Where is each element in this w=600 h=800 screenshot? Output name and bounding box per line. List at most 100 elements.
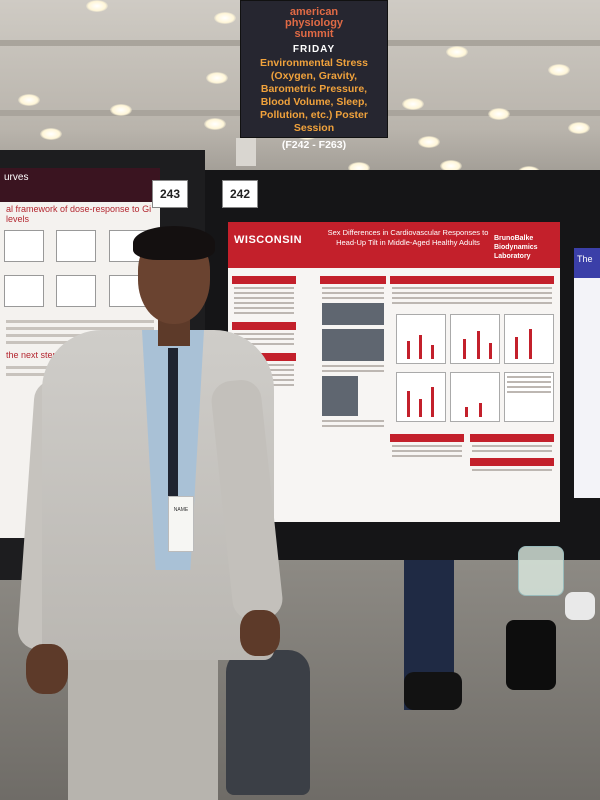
ceiling-light — [86, 0, 108, 12]
text-line — [322, 365, 384, 367]
right-poster-heading: The — [574, 248, 600, 278]
methods-photo — [322, 303, 384, 325]
text-line — [322, 287, 384, 289]
text-line — [234, 292, 294, 294]
section-heading-bar — [320, 276, 386, 284]
methods-photo — [322, 376, 358, 416]
results-plot — [450, 314, 500, 364]
sign-pole — [236, 138, 256, 166]
board-number-tag: 242 — [222, 180, 258, 208]
section-heading-bar — [232, 276, 296, 284]
lab-logo: BrunoBalke Biodynamics Laboratory — [494, 235, 538, 260]
text-line — [507, 376, 551, 378]
text-line — [392, 287, 552, 289]
text-line — [234, 307, 294, 309]
section-heading-bar — [470, 458, 554, 466]
ceiling-light — [548, 64, 570, 76]
left-poster-chart — [56, 275, 97, 307]
methods-photo — [322, 329, 384, 361]
text-line — [472, 469, 552, 471]
plot-bar — [515, 337, 518, 359]
session-sign: american physiology summit FRIDAY Enviro… — [240, 0, 388, 151]
plot-bar — [431, 387, 434, 417]
research-poster: WISCONSIN Sex Differences in Cardiovascu… — [228, 222, 560, 522]
plot-bar — [431, 345, 434, 359]
backpack — [226, 650, 310, 795]
results-plot — [504, 314, 554, 364]
ceiling-light — [488, 108, 510, 120]
ceiling-light — [18, 94, 40, 106]
poster-title: Sex Differences in Cardiovascular Respon… — [327, 228, 489, 247]
text-line — [507, 381, 551, 383]
text-line — [392, 302, 552, 304]
text-line — [6, 320, 154, 323]
text-line — [322, 297, 384, 299]
ceiling-light — [214, 12, 236, 24]
text-line — [392, 292, 552, 294]
text-line — [234, 312, 294, 314]
ceiling-light — [568, 122, 590, 134]
poster-column-methods — [320, 276, 386, 430]
name-badge: NAME — [168, 496, 194, 552]
left-poster-chart — [4, 275, 44, 307]
ceiling-light — [110, 104, 132, 116]
text-line — [392, 297, 552, 299]
ceiling-light — [440, 160, 462, 172]
plot-bar — [419, 335, 422, 359]
sign-poster-range: (F242 - F263) — [281, 139, 347, 151]
text-line — [234, 338, 294, 340]
results-plot — [450, 372, 500, 422]
left-poster-subtitle: al framework of dose-response to Gi leve… — [6, 204, 152, 224]
text-line — [472, 445, 552, 447]
ceiling-light — [204, 118, 226, 130]
text-line — [234, 297, 294, 299]
section-heading-bar — [390, 434, 464, 442]
text-line — [392, 455, 462, 457]
ceiling-light — [446, 46, 468, 58]
text-line — [322, 370, 384, 372]
poster-column-results — [390, 276, 554, 307]
lanyard — [168, 348, 178, 498]
left-poster-heading: urves — [4, 172, 29, 183]
ceiling-light — [418, 136, 440, 148]
plot-bar — [477, 331, 480, 359]
background-person-boots — [506, 620, 556, 690]
left-poster-header: urves — [0, 168, 160, 202]
sign-brand-line: summit — [294, 28, 334, 40]
poster-header: WISCONSIN Sex Differences in Cardiovascu… — [228, 222, 560, 268]
text-line — [6, 327, 154, 330]
right-poster: The — [574, 248, 600, 498]
results-legend — [504, 372, 554, 422]
left-poster-footer-text: the next step in — [6, 350, 68, 360]
plot-bar — [465, 407, 468, 417]
presenter-right-hand — [240, 610, 280, 656]
presenter-hair — [133, 226, 215, 260]
presenter-pants — [68, 640, 218, 800]
text-line — [234, 287, 294, 289]
plot-bar — [529, 329, 532, 359]
section-heading-bar — [390, 276, 554, 284]
section-heading-bar — [232, 322, 296, 330]
sign-brand-line: physiology — [284, 17, 344, 29]
text-line — [234, 333, 294, 335]
plot-bar — [489, 343, 492, 359]
section-heading-bar — [470, 434, 554, 442]
text-line — [507, 386, 551, 388]
badge-text: NAME — [173, 507, 189, 513]
sign-session-title: Environmental Stress (Oxygen, Gravity, B… — [260, 57, 368, 134]
sign-day: FRIDAY — [292, 44, 336, 55]
text-line — [234, 343, 294, 345]
conclusions-block — [390, 434, 464, 460]
text-line — [322, 425, 384, 427]
plot-bar — [479, 403, 482, 417]
plastic-bag — [518, 546, 564, 596]
plot-bar — [407, 391, 410, 417]
acknowledgments-block — [470, 434, 554, 474]
text-line — [322, 292, 384, 294]
left-poster-chart — [4, 230, 44, 262]
text-line — [392, 445, 462, 447]
plot-bar — [407, 341, 410, 359]
ceiling-light — [40, 128, 62, 140]
ceiling-light — [206, 72, 228, 84]
ceiling-light — [402, 98, 424, 110]
